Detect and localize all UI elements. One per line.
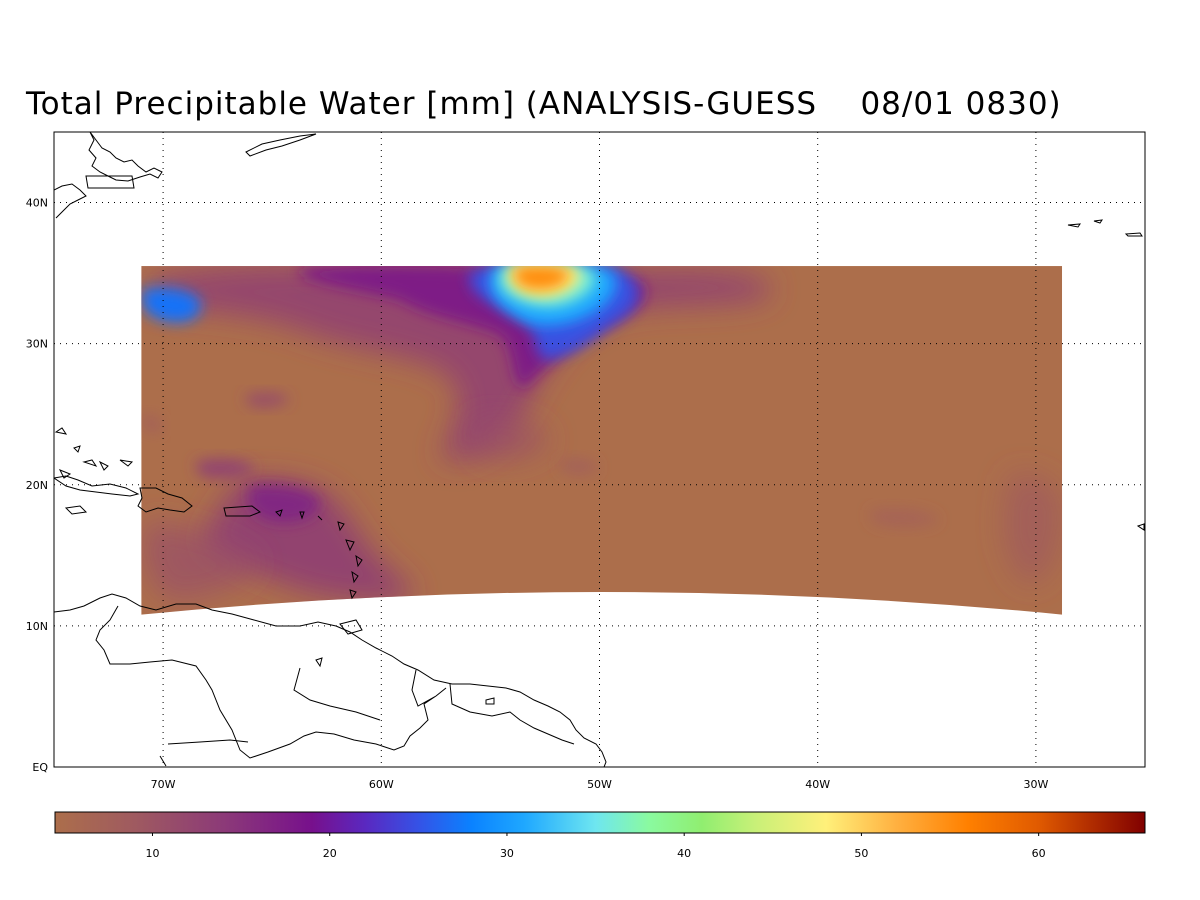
puerto-rico-coastline [223, 505, 262, 517]
cuba-coastline [54, 475, 140, 497]
latitude-tick-label: EQ [32, 761, 48, 774]
tpw-anomaly-shading [142, 266, 1062, 602]
colorbar-tick-label: 40 [677, 847, 691, 860]
tpw-shading-blob [248, 484, 321, 523]
colorbar-tick-label: 60 [1032, 847, 1046, 860]
south-america-borders [95, 605, 575, 759]
north-america-coastline [54, 132, 163, 219]
coastlines [54, 132, 1145, 767]
south-america-coastline [54, 593, 607, 767]
trinidad-island [339, 619, 363, 635]
tpw-shading-blob [514, 266, 570, 290]
colorbar-ramp [54, 811, 1146, 834]
colorbar-tick-label: 10 [145, 847, 159, 860]
tpw-shading-blob [142, 520, 260, 600]
bahamas-islands [54, 427, 134, 479]
lake-feature [315, 657, 495, 705]
colorbar-tick-label: 50 [854, 847, 868, 860]
longitude-tick-label: 60W [369, 778, 394, 791]
longitude-tick-label: 70W [151, 778, 176, 791]
map-plot-area: 70W 60W 50W 40W 30W EQ 10N 20N 30N 40N [26, 131, 1146, 791]
tpw-shading-blob [142, 414, 162, 434]
longitude-tick-label: 50W [587, 778, 612, 791]
longitude-tick-label: 30W [1023, 778, 1048, 791]
maine-border [85, 175, 135, 189]
colorbar-tick-labels: 10 20 30 40 50 60 [145, 833, 1046, 860]
jamaica-coastline [64, 505, 88, 515]
longitude-tick-labels: 70W 60W 50W 40W 30W [151, 778, 1049, 791]
longitude-tick-label: 40W [805, 778, 830, 791]
tpw-shading-blob [870, 508, 940, 528]
tpw-shading-blob [560, 458, 599, 476]
latitude-tick-label: 40N [26, 197, 48, 210]
latitude-tick-label: 20N [26, 479, 48, 492]
nova-scotia-coastline [245, 133, 317, 157]
colorbar-tick-label: 20 [323, 847, 337, 860]
hispaniola-coastline [137, 487, 193, 513]
tpw-shading-blob [1003, 473, 1062, 585]
latitude-tick-label: 30N [26, 338, 48, 351]
tpw-shading-blob [142, 287, 201, 323]
colorbar-tick-label: 30 [500, 847, 514, 860]
tpw-field [141, 266, 1063, 615]
map-title: Total Precipitable Water [mm] (ANALYSIS-… [25, 86, 1062, 122]
latitude-tick-label: 10N [26, 620, 48, 633]
azores-islands [1067, 219, 1143, 237]
amazon-delta-coast [159, 739, 249, 767]
tpw-shading-blob [245, 392, 290, 408]
lesser-antilles-islands [275, 509, 363, 600]
tpw-shading-blob [195, 458, 255, 478]
latitude-tick-labels: EQ 10N 20N 30N 40N [26, 197, 49, 774]
map-frame [53, 131, 1146, 768]
colorbar: 10 20 30 40 50 60 [54, 811, 1146, 860]
cape-verde-islands [1136, 523, 1145, 531]
tpw-shading-blob [470, 416, 550, 460]
